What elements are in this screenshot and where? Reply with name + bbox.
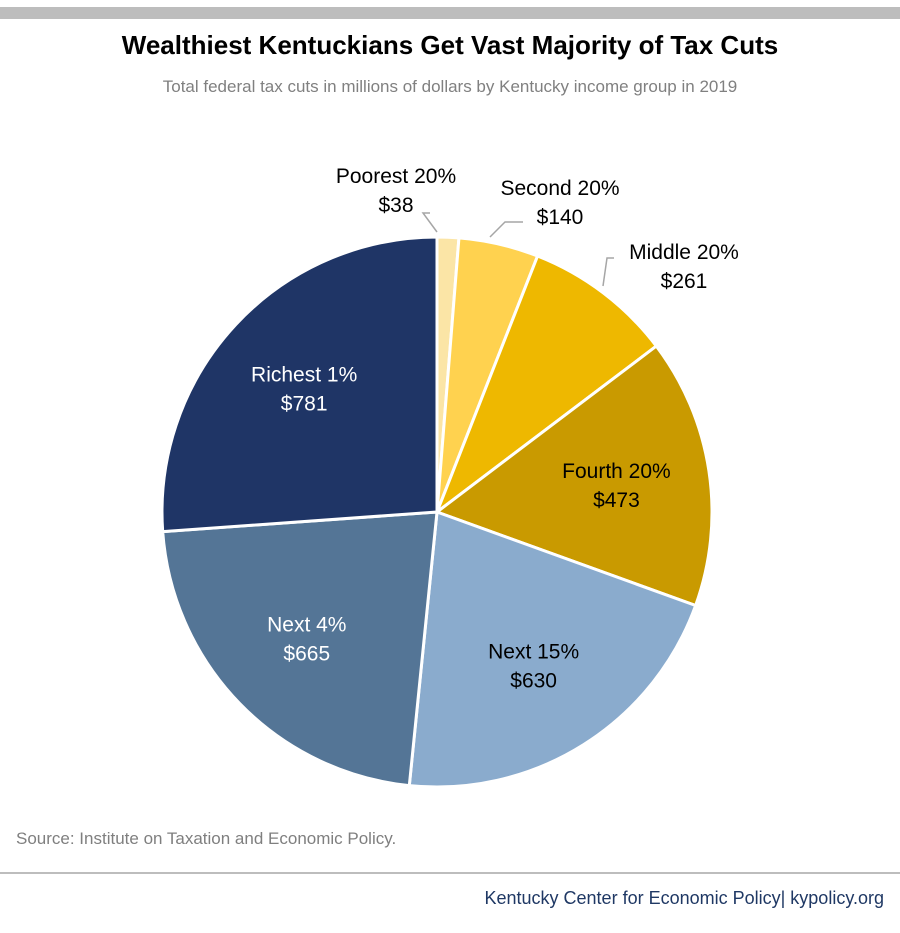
pie-slice-richest-1 — [160, 235, 439, 534]
footer-credit: Kentucky Center for Economic Policy| kyp… — [484, 888, 885, 908]
leader-line-second-20 — [489, 221, 523, 238]
slice-label-next-15: Next 15% — [488, 641, 579, 664]
slice-value-poorest-20: $38 — [378, 194, 413, 217]
leader-line-poorest-20 — [421, 212, 438, 233]
top-divider-bar — [0, 7, 900, 19]
leader-line-middle-20 — [602, 257, 614, 287]
slice-label-richest-1: Richest 1% — [251, 363, 357, 386]
slice-value-second-20: $140 — [537, 206, 584, 229]
source-note: Source: Institute on Taxation and Econom… — [16, 829, 397, 848]
slice-value-richest-1: $781 — [281, 392, 328, 415]
slice-value-fourth-20: $473 — [593, 489, 640, 512]
slice-label-second-20: Second 20% — [500, 177, 619, 200]
slice-value-middle-20: $261 — [661, 270, 708, 293]
bottom-divider — [0, 872, 900, 874]
slice-label-middle-20: Middle 20% — [629, 241, 739, 264]
pie-slice-fourth-20 — [433, 343, 714, 608]
slice-value-next-4: $665 — [283, 642, 330, 665]
pie-slice-middle-20 — [433, 254, 659, 517]
pie-slice-next-15 — [407, 509, 698, 789]
slice-value-next-15: $630 — [510, 670, 557, 693]
slice-label-next-4: Next 4% — [267, 613, 346, 636]
chart-subtitle: Total federal tax cuts in millions of do… — [162, 77, 738, 96]
slice-label-fourth-20: Fourth 20% — [562, 460, 671, 483]
chart-title: Wealthiest Kentuckians Get Vast Majority… — [121, 30, 779, 60]
pie-slice-next-4 — [161, 510, 439, 788]
slice-label-poorest-20: Poorest 20% — [336, 165, 456, 188]
